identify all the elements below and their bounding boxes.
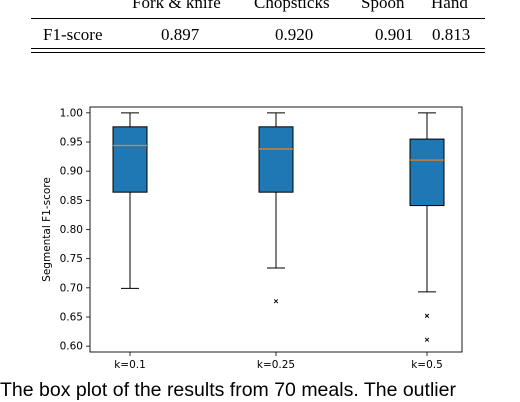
results-table: Fork & knife Chopsticks Spoon Hand F1-sc… <box>0 0 520 60</box>
outlier-marker <box>424 313 430 318</box>
table-header-cell: Fork & knife <box>132 0 221 12</box>
outlier-marker <box>424 337 430 342</box>
table-header-cell: Spoon <box>361 0 405 12</box>
box <box>112 126 148 193</box>
x-tick-label: k=0.25 <box>257 359 295 371</box>
y-axis-label: Segmental F1-score <box>41 177 53 282</box>
y-tick-label: 0.65 <box>60 312 83 324</box>
y-tick-label: 0.60 <box>60 341 83 353</box>
y-tick-label: 0.75 <box>60 253 83 265</box>
y-tick-label: 0.80 <box>60 224 83 236</box>
box <box>258 126 294 193</box>
table-cell: 0.897 <box>161 25 200 44</box>
y-tick-label: 0.90 <box>60 166 83 178</box>
y-tick-label: 1.00 <box>60 107 83 119</box>
table-bottom-rule <box>31 52 485 54</box>
x-tick-label: k=0.5 <box>411 359 443 371</box>
table-cell: 0.920 <box>275 25 314 44</box>
box-plot-chart: 0.60 0.65 0.70 0.75 0.80 0.85 0.90 0.95 1.00 k=0.… <box>41 106 463 371</box>
table-bottom-rule <box>31 48 485 50</box>
y-tick-label: 0.95 <box>60 137 83 149</box>
y-tick-label: 0.85 <box>60 195 83 207</box>
table-header-cell: Hand <box>431 0 468 12</box>
figure-caption: The box plot of the results from 70 meal… <box>0 379 456 401</box>
table-cell: 0.901 <box>375 25 414 44</box>
table-mid-rule <box>31 18 485 19</box>
table-row-label: F1-score <box>43 25 103 44</box>
outlier-marker <box>273 299 279 304</box>
table-cell: 0.813 <box>432 25 471 44</box>
table-header-cell: Chopsticks <box>254 0 330 12</box>
x-tick-label: k=0.1 <box>114 359 146 371</box>
box <box>409 138 445 207</box>
y-tick-label: 0.70 <box>60 282 83 294</box>
